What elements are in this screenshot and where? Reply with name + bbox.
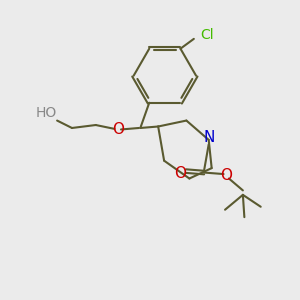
Text: O: O (220, 168, 232, 183)
Text: N: N (204, 130, 215, 145)
Text: O: O (112, 122, 124, 137)
Text: Cl: Cl (200, 28, 213, 42)
Text: O: O (174, 166, 186, 181)
Text: HO: HO (36, 106, 57, 120)
